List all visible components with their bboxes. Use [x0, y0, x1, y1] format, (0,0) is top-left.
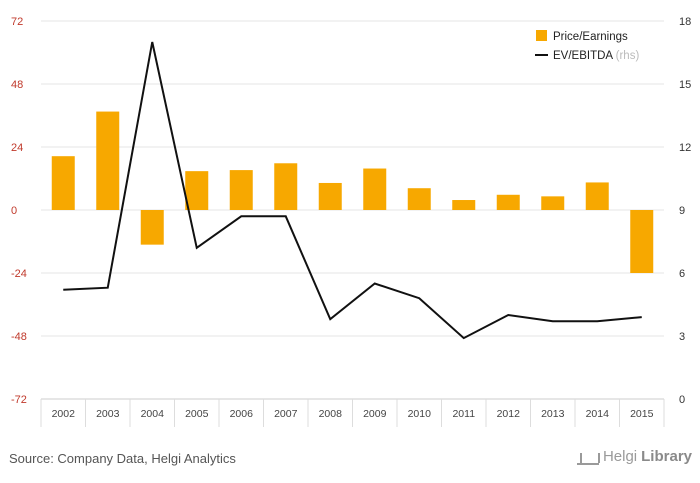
y-left-tick-label: 48 — [11, 79, 23, 91]
y-right-tick-label: 0 — [679, 394, 685, 406]
legend-swatch-price-earnings — [536, 30, 547, 41]
y-right-tick-label: 12 — [679, 142, 691, 154]
y-left-tick-label: -72 — [11, 394, 27, 406]
legend-rhs-note: (rhs) — [616, 50, 640, 62]
helgi-library-logo: Helgi Library — [576, 448, 692, 465]
x-tick-label: 2009 — [363, 408, 387, 420]
source-note: Source: Company Data, Helgi Analytics — [9, 451, 236, 466]
y-right-tick-label: 6 — [679, 268, 685, 280]
bar-price-earnings-2012 — [496, 194, 520, 210]
legend-label-ev-ebitda: EV/EBITDA (rhs) — [553, 50, 639, 62]
bar-price-earnings-2004 — [140, 210, 164, 245]
axes: 72 48 24 0 -24 -48 -72 18 15 12 9 6 3 0 2002 2003 2004 20… — [11, 16, 691, 427]
line-ev-ebitda — [63, 41, 642, 340]
y-left-tick-label: -24 — [11, 268, 27, 280]
y-right-tick-label: 9 — [679, 205, 685, 217]
bar-price-earnings-2011 — [452, 200, 476, 210]
y-right-tick-label: 3 — [679, 331, 685, 343]
bar-price-earnings-2006 — [229, 170, 253, 210]
bar-price-earnings-2005 — [185, 171, 209, 210]
x-tick-label: 2005 — [185, 408, 209, 420]
bar-price-earnings-2008 — [318, 182, 342, 210]
y-left-tick-label: 0 — [11, 205, 17, 217]
bar-price-earnings-2009 — [363, 168, 387, 210]
y-right-tick-label: 18 — [679, 16, 691, 28]
bar-price-earnings-2014 — [585, 182, 609, 210]
legend-label-price-earnings: Price/Earnings — [553, 31, 628, 43]
bar-price-earnings-2007 — [274, 163, 298, 210]
y-left-tick-label: 72 — [11, 16, 23, 28]
y-right-tick-label: 15 — [679, 79, 691, 91]
bar-price-earnings-2010 — [407, 188, 431, 210]
x-tick-label: 2004 — [141, 408, 165, 420]
x-tick-label: 2014 — [586, 408, 610, 420]
bar-price-earnings-2015 — [630, 210, 654, 273]
x-tick-label: 2003 — [96, 408, 120, 420]
bar-price-earnings-2003 — [96, 111, 120, 210]
x-tick-label: 2010 — [408, 408, 432, 420]
x-tick-label: 2002 — [52, 408, 76, 420]
logo-text-light: Helgi — [602, 448, 638, 465]
x-tick-label: 2008 — [319, 408, 343, 420]
y-left-tick-label: -48 — [11, 331, 27, 343]
x-tick-label: 2011 — [452, 408, 475, 420]
x-tick-label: 2013 — [541, 408, 565, 420]
bar-series — [51, 111, 654, 273]
line-series — [63, 41, 642, 340]
logo-text-bold: Library — [641, 448, 692, 465]
x-tick-label: 2012 — [497, 408, 521, 420]
x-tick-label: 2007 — [274, 408, 298, 420]
x-tick-label: 2006 — [230, 408, 254, 420]
library-icon — [576, 449, 600, 465]
y-left-tick-label: 24 — [11, 142, 23, 154]
bar-price-earnings-2002 — [51, 156, 75, 210]
grid-lines — [41, 20, 664, 400]
bar-price-earnings-2013 — [541, 196, 565, 210]
x-tick-label: 2015 — [630, 408, 654, 420]
legend: Price/Earnings EV/EBITDA (rhs) — [535, 30, 639, 62]
